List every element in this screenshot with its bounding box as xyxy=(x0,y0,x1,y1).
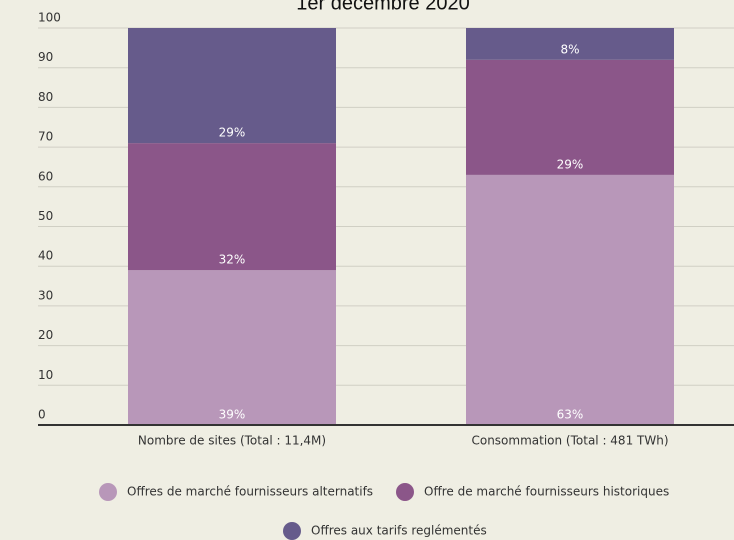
y-tick-label: 10 xyxy=(38,368,53,382)
y-tick-label: 90 xyxy=(38,50,53,64)
y-tick-label: 30 xyxy=(38,288,53,302)
y-tick-label: 0 xyxy=(38,408,46,422)
y-tick-label: 100 xyxy=(38,11,61,25)
value-label: 29% xyxy=(219,126,246,140)
y-tick-label: 20 xyxy=(38,328,53,342)
bar-segment xyxy=(128,28,336,144)
bar-segment xyxy=(466,174,674,425)
y-tick-label: 60 xyxy=(38,169,53,183)
chart-title: 1er décembre 2020 xyxy=(296,0,469,14)
value-label: 32% xyxy=(219,253,246,267)
bar-segment xyxy=(128,143,336,271)
bar-segment xyxy=(466,28,674,60)
x-tick-label: Consommation (Total : 481 TWh) xyxy=(471,434,668,448)
value-label: 29% xyxy=(557,157,584,171)
y-tick-label: 50 xyxy=(38,209,53,223)
legend-swatch xyxy=(283,522,301,540)
bar-segment xyxy=(128,270,336,425)
value-label: 8% xyxy=(560,42,579,56)
y-tick-label: 70 xyxy=(38,130,53,144)
legend-swatch xyxy=(396,483,414,501)
y-tick-label: 80 xyxy=(38,90,53,104)
legend-label: Offres aux tarifs reglémentés xyxy=(311,524,487,538)
x-tick-label: Nombre de sites (Total : 11,4M) xyxy=(138,434,326,448)
y-tick-label: 40 xyxy=(38,249,53,263)
bar-segment xyxy=(466,59,674,175)
legend-label: Offres de marché fournisseurs alternatif… xyxy=(127,485,373,499)
value-label: 63% xyxy=(557,408,584,422)
value-label: 39% xyxy=(219,408,246,422)
legend-label: Offre de marché fournisseurs historiques xyxy=(424,485,669,499)
legend-swatch xyxy=(99,483,117,501)
